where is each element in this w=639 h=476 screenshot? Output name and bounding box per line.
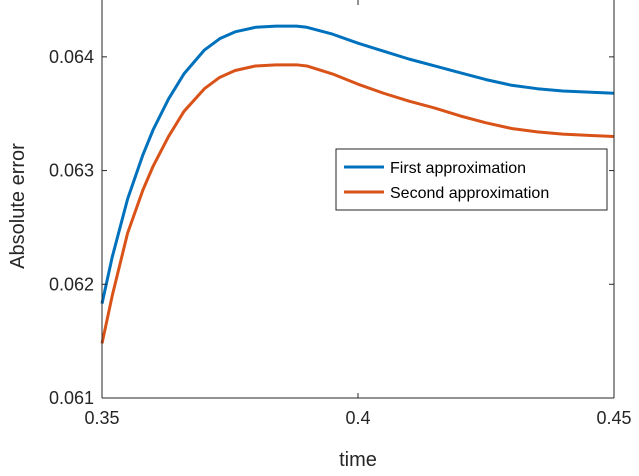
legend: First approximation Second approximation — [335, 148, 608, 211]
legend-label: First approximation — [390, 160, 526, 177]
x-tick-label: 0.45 — [596, 408, 631, 428]
x-tick-label: 0.35 — [84, 408, 119, 428]
y-tick-label: 0.063 — [49, 161, 94, 181]
y-tick-label: 0.064 — [49, 47, 94, 67]
legend-label: Second approximation — [390, 185, 549, 202]
y-tick-label: 0.061 — [49, 388, 94, 408]
x-axis-label: time — [339, 449, 377, 471]
series-line-1 — [100, 24, 615, 304]
legend-box — [335, 148, 608, 211]
series-line-2 — [100, 63, 615, 344]
y-axis: 0.061 0.062 0.063 0.064 — [49, 47, 614, 408]
y-axis-label: Absolute error — [7, 143, 29, 269]
x-tick-label: 0.4 — [345, 408, 370, 428]
y-tick-label: 0.062 — [49, 274, 94, 294]
x-axis: 0.35 0.4 0.45 — [84, 0, 632, 428]
